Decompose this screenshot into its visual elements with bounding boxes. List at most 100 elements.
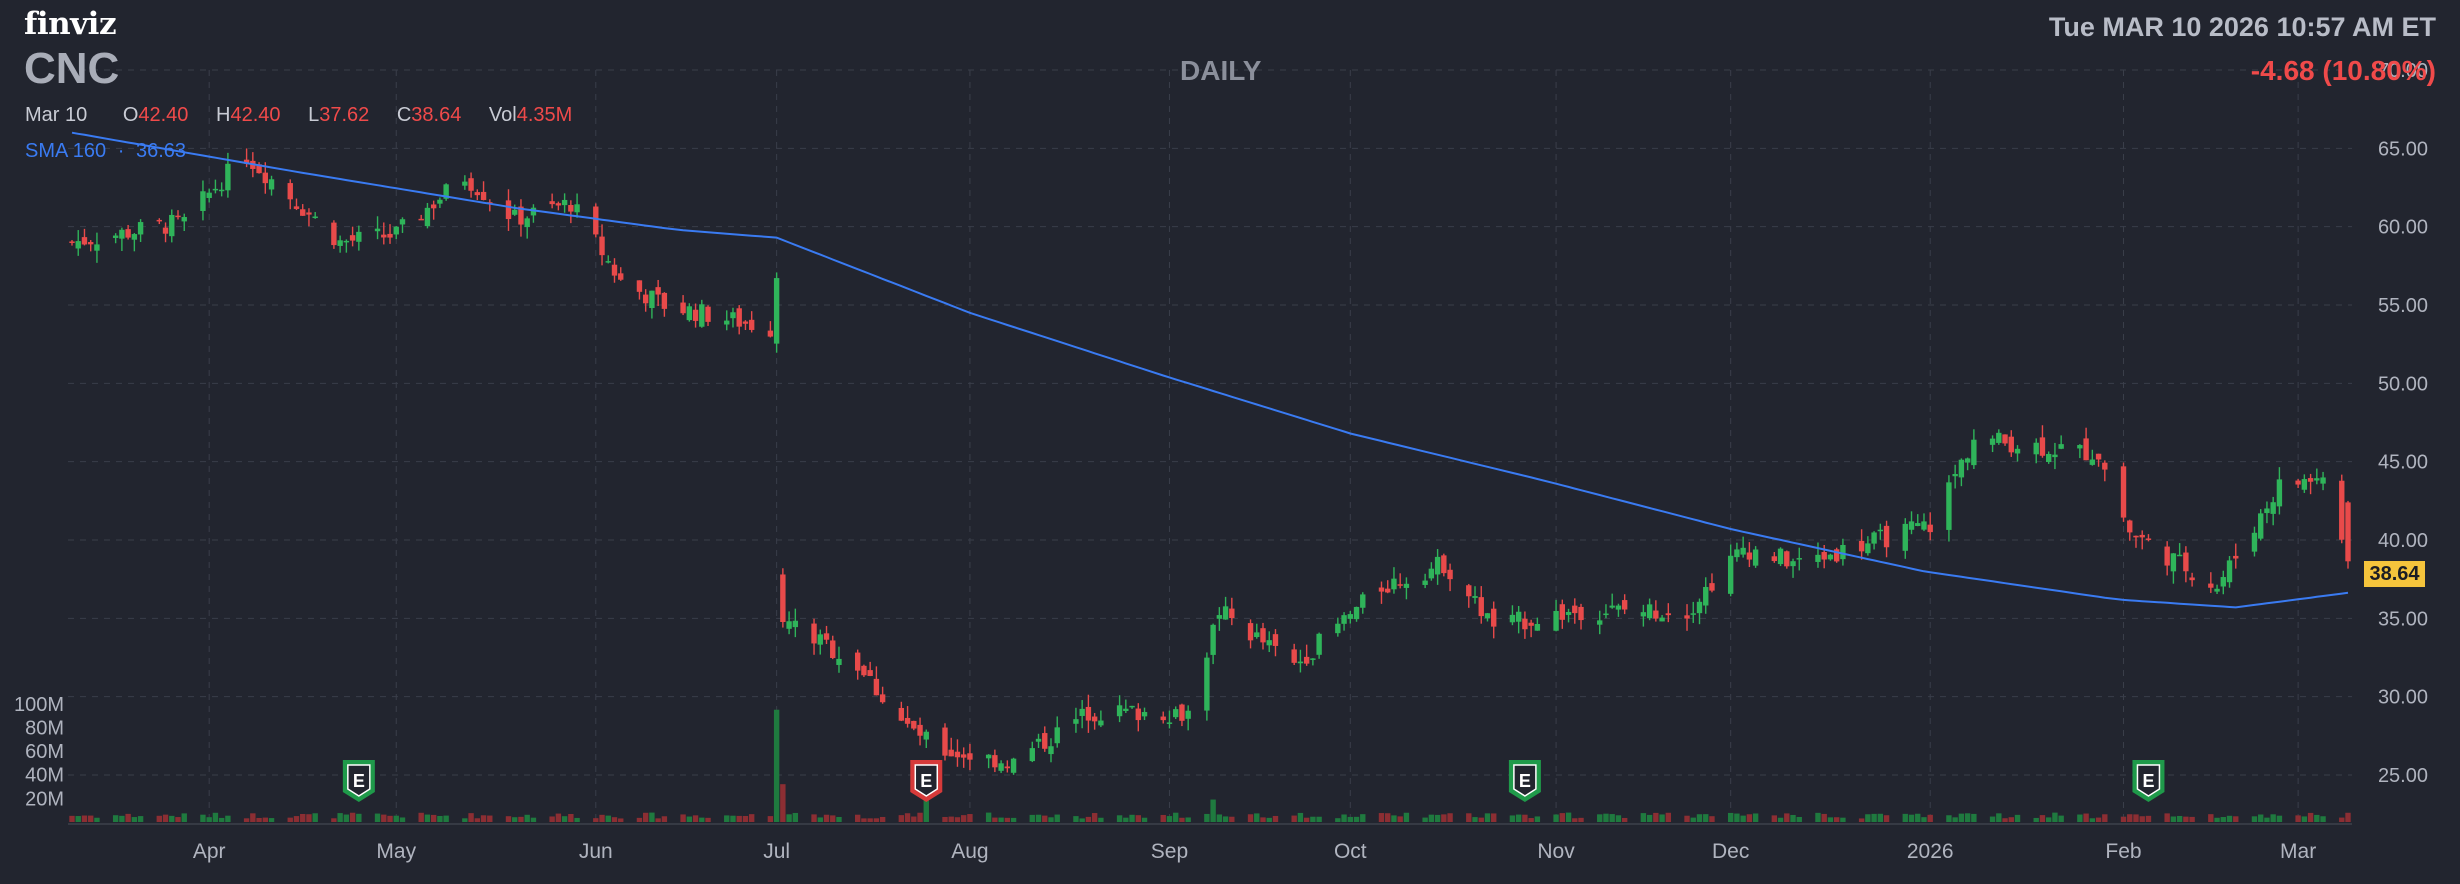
volume-bar xyxy=(1572,818,1578,822)
price-tick-label: 50.00 xyxy=(2378,373,2428,395)
candle-body xyxy=(1752,549,1759,566)
volume-bar xyxy=(1553,814,1559,822)
candle-body xyxy=(1129,705,1135,708)
volume-bar xyxy=(1441,814,1447,822)
volume-bar xyxy=(2258,814,2264,822)
volume-bar xyxy=(131,817,138,822)
volume-bar xyxy=(1771,815,1778,822)
volume-bar xyxy=(2077,814,2083,822)
volume-bar xyxy=(1422,817,1428,822)
candle-body xyxy=(1422,580,1428,585)
candle-body xyxy=(343,240,350,243)
candle-body xyxy=(1597,620,1603,625)
candle-body xyxy=(1403,583,1410,588)
volume-bar xyxy=(1272,815,1279,822)
candle-body xyxy=(75,241,81,249)
volume-bar xyxy=(137,816,144,822)
volume-bar xyxy=(243,818,250,822)
volume-bar xyxy=(293,816,300,822)
volume-bar xyxy=(2014,814,2021,822)
volume-bar xyxy=(2270,814,2276,822)
candle-body xyxy=(2295,480,2301,485)
candle-body xyxy=(904,717,911,724)
candle-body xyxy=(225,163,231,191)
volume-bar xyxy=(911,816,917,822)
candle-body xyxy=(1528,622,1534,626)
volume-bar xyxy=(655,818,661,822)
candle-body xyxy=(1303,656,1310,664)
candle-body xyxy=(474,192,481,196)
candle-body xyxy=(2133,535,2139,538)
candle-body xyxy=(399,219,406,225)
candle-body xyxy=(724,320,730,325)
volume-bar xyxy=(505,816,512,822)
volume-bar xyxy=(381,814,387,822)
volume-bar xyxy=(736,815,742,822)
volume-bar xyxy=(861,818,867,822)
candle-body xyxy=(1204,657,1210,711)
earnings-shield-icon[interactable]: E xyxy=(342,760,375,802)
volume-bar xyxy=(112,815,119,822)
volume-bar xyxy=(1341,814,1347,822)
candle-body xyxy=(605,261,611,263)
volume-bar xyxy=(1266,817,1272,822)
candle-body xyxy=(1135,708,1141,721)
earnings-shield-icon[interactable]: E xyxy=(1508,760,1541,802)
candle-body xyxy=(1653,610,1659,619)
volume-bar xyxy=(2039,815,2046,822)
volume-bar xyxy=(961,815,967,822)
candle-body xyxy=(1996,432,2002,443)
volume-bar xyxy=(262,817,268,822)
finviz-logo[interactable]: finviz xyxy=(24,6,117,42)
candle-body xyxy=(967,753,973,760)
earnings-shield-icon[interactable]: E xyxy=(910,760,943,802)
candle-body xyxy=(331,222,337,246)
candle-body xyxy=(636,280,643,292)
volume-bar xyxy=(817,817,823,822)
candle-body xyxy=(1665,613,1672,616)
candle-body xyxy=(1958,459,1965,478)
candle-body xyxy=(175,215,181,218)
volume-bar xyxy=(692,815,699,822)
candle-body xyxy=(1815,554,1821,562)
volume-bar xyxy=(1254,813,1260,822)
volume-bar xyxy=(1646,814,1653,822)
candle-body xyxy=(1116,705,1123,717)
candle-body xyxy=(1696,601,1703,614)
earnings-shield-icon[interactable]: E xyxy=(2132,760,2165,802)
price-change: -4.68 (10.80%) xyxy=(2250,55,2436,86)
candle-body xyxy=(1010,758,1017,773)
candle-body xyxy=(1740,547,1746,555)
volume-bar xyxy=(1902,813,1908,822)
sma-legend[interactable]: SMA 160 · 36.63 xyxy=(25,140,186,163)
candle-body xyxy=(1684,615,1690,619)
candle-body xyxy=(2220,577,2226,587)
earnings-shield-inner xyxy=(347,764,371,797)
candle-body xyxy=(418,218,424,221)
price-tick-label: 60.00 xyxy=(2378,217,2428,239)
candle-body xyxy=(1291,649,1297,663)
date-tick-label: Oct xyxy=(1334,840,1367,863)
candle-body xyxy=(792,620,799,628)
date-tick-label: Jul xyxy=(763,840,790,863)
volume-bar xyxy=(1135,815,1141,822)
candle-body xyxy=(861,665,867,676)
candle-body xyxy=(424,207,431,227)
candle-body xyxy=(1515,611,1522,622)
candle-body xyxy=(555,203,562,206)
candle-body xyxy=(306,212,312,215)
candle-body xyxy=(599,236,605,256)
volume-bar xyxy=(1727,812,1734,822)
date-tick-label: Mar xyxy=(2280,840,2316,863)
date-tick-label: Jun xyxy=(579,840,613,863)
candle-body xyxy=(2077,445,2083,449)
candle-body xyxy=(181,217,187,222)
candle-body xyxy=(112,235,119,238)
candle-body xyxy=(1964,458,1971,463)
sma-value: 36.63 xyxy=(135,140,187,162)
volume-bar xyxy=(212,812,219,822)
candle-body xyxy=(94,244,100,251)
volume-bar xyxy=(387,815,393,822)
candle-body xyxy=(137,222,144,235)
